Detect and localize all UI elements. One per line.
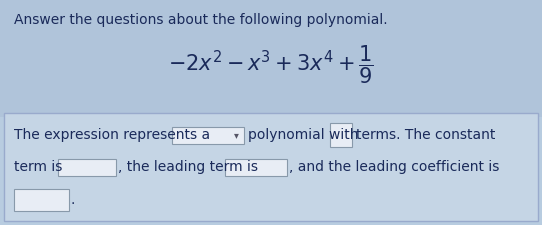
FancyBboxPatch shape xyxy=(225,158,287,176)
Text: Answer the questions about the following polynomial.: Answer the questions about the following… xyxy=(14,13,388,27)
Text: ▾: ▾ xyxy=(234,130,238,140)
Text: .: . xyxy=(71,193,75,207)
Text: term is: term is xyxy=(14,160,62,174)
FancyBboxPatch shape xyxy=(0,0,542,117)
Text: $-2x^2 - x^3 + 3x^4 + \dfrac{1}{9}$: $-2x^2 - x^3 + 3x^4 + \dfrac{1}{9}$ xyxy=(168,44,374,86)
FancyBboxPatch shape xyxy=(330,123,352,147)
FancyBboxPatch shape xyxy=(172,126,244,144)
FancyBboxPatch shape xyxy=(4,113,538,221)
FancyBboxPatch shape xyxy=(14,189,69,211)
Text: The expression represents a: The expression represents a xyxy=(14,128,210,142)
Text: , and the leading coefficient is: , and the leading coefficient is xyxy=(289,160,499,174)
Text: terms. The constant: terms. The constant xyxy=(356,128,495,142)
Text: polynomial with: polynomial with xyxy=(248,128,358,142)
Text: , the leading term is: , the leading term is xyxy=(118,160,258,174)
FancyBboxPatch shape xyxy=(58,158,116,176)
